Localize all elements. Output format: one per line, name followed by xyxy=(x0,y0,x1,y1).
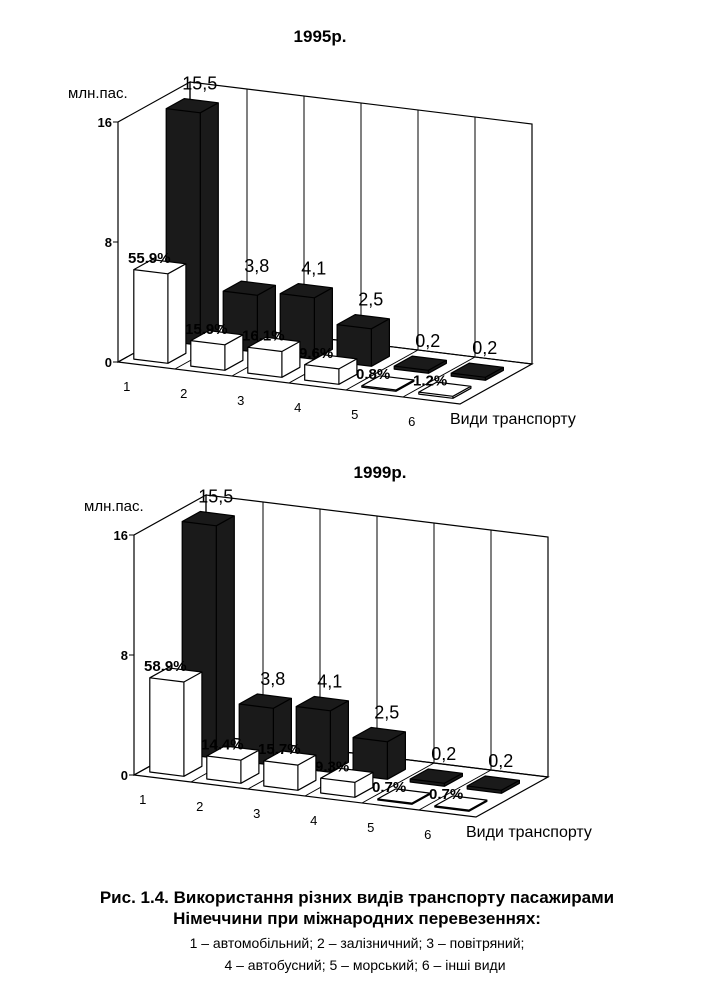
bar xyxy=(263,750,317,791)
value-label: 0,2 xyxy=(431,744,456,764)
y-tick-label: 8 xyxy=(105,235,112,250)
chart-title: 1995р. xyxy=(294,27,347,46)
bar xyxy=(393,355,447,374)
value-label: 2,5 xyxy=(358,289,383,309)
value-label: 0,2 xyxy=(488,751,513,771)
value-label: 4,1 xyxy=(317,671,342,691)
y-tick-label: 16 xyxy=(98,115,112,130)
y-axis-label: млн.пас. xyxy=(68,85,128,102)
bar xyxy=(295,695,349,773)
bar xyxy=(409,768,463,787)
value-label: 15,5 xyxy=(182,73,217,93)
bar xyxy=(247,336,301,378)
bar xyxy=(304,354,358,385)
caption-legend: 1 – автомобільний; 2 – залізничний; 3 – … xyxy=(190,935,525,951)
value-label: 0.8% xyxy=(356,366,390,383)
x-tick-label: 3 xyxy=(237,393,244,408)
caption-title: Німеччини при міжнародних перевезеннях: xyxy=(173,909,541,928)
floor-divider xyxy=(345,349,419,391)
bar xyxy=(352,726,406,780)
y-tick-label: 16 xyxy=(114,528,128,543)
bar xyxy=(206,745,260,784)
value-label: 15.9% xyxy=(185,321,228,338)
value-label: 9.6% xyxy=(299,345,333,362)
value-label: 0.7% xyxy=(429,786,463,803)
caption-legend: 4 – автобусний; 5 – морський; 6 – інші в… xyxy=(224,957,505,973)
x-tick-label: 2 xyxy=(180,386,187,401)
x-tick-label: 5 xyxy=(351,407,358,422)
value-label: 58.9% xyxy=(144,658,187,675)
value-label: 14.4% xyxy=(201,736,244,753)
value-label: 4,1 xyxy=(301,258,326,278)
caption-title: Рис. 1.4. Використання різних видів тран… xyxy=(100,888,614,907)
x-tick-label: 4 xyxy=(310,813,317,828)
y-axis-label: млн.пас. xyxy=(84,498,144,515)
bar xyxy=(377,788,431,805)
x-tick-label: 1 xyxy=(123,379,130,394)
x-axis-label: Види транспорту xyxy=(466,824,592,841)
x-tick-label: 1 xyxy=(139,792,146,807)
bar xyxy=(418,381,472,399)
value-label: 0.7% xyxy=(372,779,406,796)
y-tick-label: 0 xyxy=(121,768,128,783)
bar xyxy=(320,767,374,798)
bar xyxy=(361,375,415,392)
x-tick-label: 6 xyxy=(408,414,415,429)
y-tick-label: 8 xyxy=(121,648,128,663)
value-label: 55.9% xyxy=(128,250,171,267)
bar xyxy=(133,259,187,364)
x-tick-label: 5 xyxy=(367,820,374,835)
bar xyxy=(434,795,488,812)
value-label: 9.3% xyxy=(315,758,349,775)
y-tick-label: 0 xyxy=(105,355,112,370)
bar xyxy=(190,330,244,371)
x-tick-label: 6 xyxy=(424,827,431,842)
floor-divider xyxy=(402,356,476,398)
bar xyxy=(466,775,520,794)
value-label: 1.2% xyxy=(413,372,447,389)
value-label: 3,8 xyxy=(260,669,285,689)
x-tick-label: 2 xyxy=(196,799,203,814)
x-axis-label: Види транспорту xyxy=(450,411,576,428)
value-label: 16.1% xyxy=(242,328,285,345)
value-label: 3,8 xyxy=(244,256,269,276)
bar xyxy=(336,314,390,367)
value-label: 0,2 xyxy=(472,338,497,358)
bar xyxy=(450,362,504,381)
x-tick-label: 4 xyxy=(294,400,301,415)
value-label: 15,5 xyxy=(198,486,233,506)
floor-divider xyxy=(418,769,492,811)
value-label: 0,2 xyxy=(415,331,440,351)
floor-divider xyxy=(361,762,435,804)
value-label: 15.7% xyxy=(258,741,301,758)
bar xyxy=(149,667,203,777)
x-tick-label: 3 xyxy=(253,806,260,821)
chart-title: 1999р. xyxy=(354,463,407,482)
value-label: 2,5 xyxy=(374,702,399,722)
